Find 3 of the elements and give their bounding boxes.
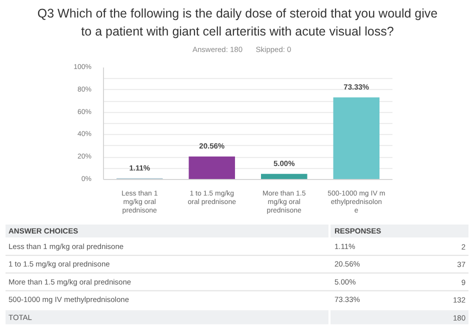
bar (188, 156, 235, 180)
chart-title: Q3 Which of the following is the daily dose of steroid that you would give to a patient with giant cell arteritis with acute visual loss? (37, 6, 438, 38)
bar (333, 97, 380, 180)
